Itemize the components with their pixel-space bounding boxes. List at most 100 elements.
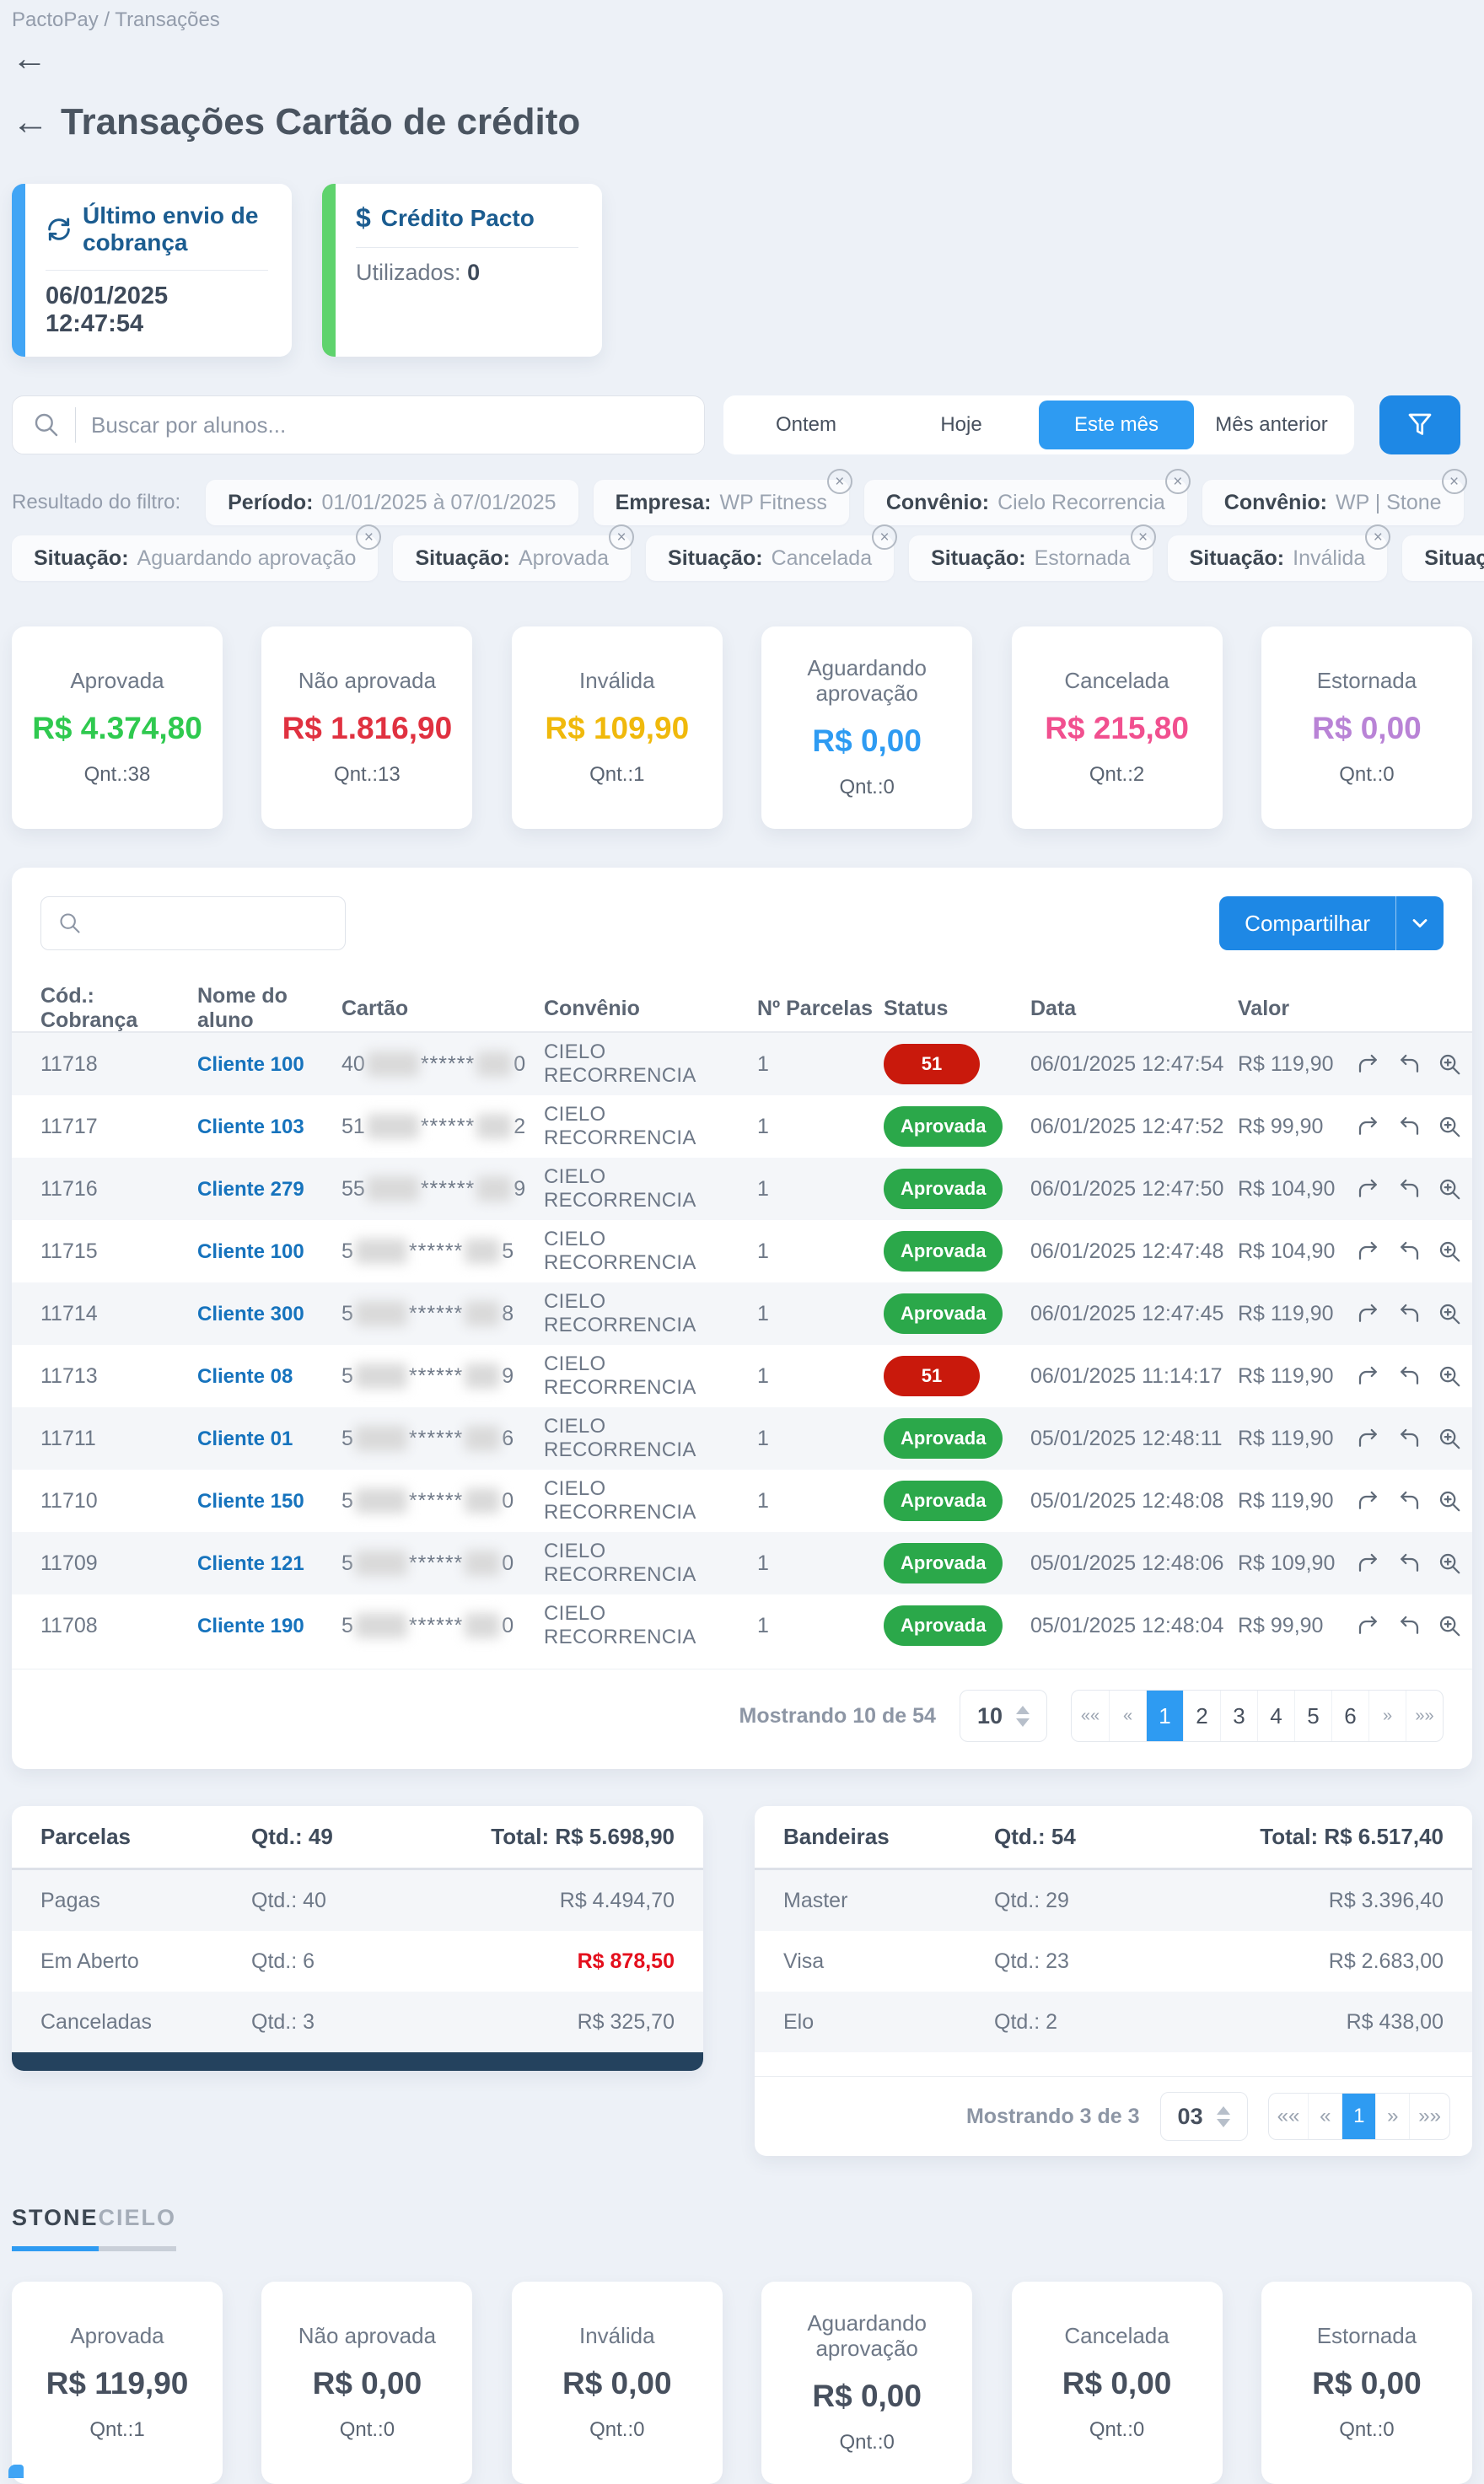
client-link[interactable]: Cliente 103 (197, 1115, 304, 1138)
reverse-icon[interactable] (1396, 1551, 1422, 1576)
page-button[interactable]: » (1375, 2094, 1409, 2139)
page-button[interactable]: »» (1409, 2094, 1449, 2139)
resend-icon[interactable] (1356, 1051, 1381, 1077)
client-link[interactable]: Cliente 121 (197, 1551, 304, 1575)
remove-chip-icon[interactable]: × (872, 524, 898, 550)
page-button[interactable]: 1 (1146, 1691, 1183, 1741)
status-amount: R$ 4.374,80 (32, 710, 202, 745)
card-prefix: 5 (341, 1551, 353, 1575)
page-size-selector[interactable]: 03 (1159, 2092, 1248, 2141)
remove-chip-icon[interactable]: × (826, 469, 852, 494)
zoom-in-icon[interactable] (1437, 1176, 1462, 1202)
zoom-in-icon[interactable] (1437, 1051, 1462, 1077)
zoom-in-icon[interactable] (1437, 1363, 1462, 1389)
title-back-arrow-icon[interactable]: ← (12, 101, 49, 142)
zoom-in-icon[interactable] (1437, 1114, 1462, 1139)
resend-icon[interactable] (1356, 1176, 1381, 1202)
reverse-icon[interactable] (1396, 1363, 1422, 1389)
breadcrumb: PactoPay / Transações (12, 8, 220, 31)
table-row: 11709 Cliente 121 5 ****** 0 CIELO RECOR… (12, 1532, 1472, 1594)
date-filter-option[interactable]: Hoje (884, 401, 1039, 449)
provider-tabs: STONE CIELO (12, 2205, 1472, 2251)
zoom-in-icon[interactable] (1437, 1488, 1462, 1514)
resend-icon[interactable] (1356, 1301, 1381, 1326)
resend-icon[interactable] (1356, 1613, 1381, 1638)
date-filter-option[interactable]: Mês anterior (1194, 401, 1349, 449)
page-button[interactable]: 2 (1183, 1691, 1220, 1741)
resend-icon[interactable] (1356, 1551, 1381, 1576)
zoom-in-icon[interactable] (1437, 1551, 1462, 1576)
status-amount: R$ 215,80 (1045, 710, 1189, 745)
zoom-in-icon[interactable] (1437, 1301, 1462, 1326)
page-button[interactable]: » (1368, 1691, 1406, 1741)
remove-chip-icon[interactable]: × (1441, 469, 1467, 494)
status-label: Aprovada (70, 2323, 164, 2349)
remove-chip-icon[interactable]: × (356, 524, 382, 550)
remove-chip-icon[interactable]: × (1164, 469, 1191, 494)
client-link[interactable]: Cliente 190 (197, 1614, 304, 1637)
status-label: Inválida (578, 2323, 655, 2349)
client-link[interactable]: Cliente 100 (197, 1052, 304, 1076)
client-link[interactable]: Cliente 150 (197, 1489, 304, 1513)
status-badge: 51 (884, 1356, 980, 1396)
card-suffix: 6 (502, 1426, 514, 1450)
status-count: Qnt.:0 (589, 2417, 645, 2441)
date-filter-option[interactable]: Ontem (729, 401, 884, 449)
remove-chip-icon[interactable]: × (609, 524, 635, 550)
transaction-date: 05/01/2025 12:48:06 (1030, 1551, 1224, 1575)
charge-code: 11715 (40, 1239, 98, 1263)
zoom-in-icon[interactable] (1437, 1426, 1462, 1451)
reverse-icon[interactable] (1396, 1613, 1422, 1638)
page-button[interactable]: «« (1277, 2105, 1300, 2127)
remove-chip-icon[interactable]: × (1365, 524, 1391, 550)
date-filter-label: Mês anterior (1215, 413, 1328, 436)
student-search-input[interactable] (91, 411, 684, 438)
table-row: 11718 Cliente 100 40 ****** 0 CIELO RECO… (12, 1033, 1472, 1095)
reverse-icon[interactable] (1396, 1176, 1422, 1202)
date-filter-option[interactable]: Este mês (1039, 401, 1194, 449)
page-button[interactable]: »» (1406, 1691, 1443, 1741)
provider-tab[interactable]: STONE (12, 2205, 99, 2251)
credits-used-label: Utilizados: (356, 260, 461, 285)
client-link[interactable]: Cliente 279 (197, 1177, 304, 1201)
reverse-icon[interactable] (1396, 1301, 1422, 1326)
client-link[interactable]: Cliente 01 (197, 1427, 293, 1450)
resend-icon[interactable] (1356, 1114, 1381, 1139)
reverse-icon[interactable] (1396, 1488, 1422, 1514)
page-button[interactable]: 3 (1220, 1691, 1257, 1741)
reverse-icon[interactable] (1396, 1114, 1422, 1139)
resend-icon[interactable] (1356, 1239, 1381, 1264)
stepper-arrows-icon[interactable] (1016, 1705, 1030, 1727)
page-button[interactable]: «« (1080, 1706, 1100, 1725)
reverse-icon[interactable] (1396, 1051, 1422, 1077)
client-link[interactable]: Cliente 300 (197, 1302, 304, 1325)
page-button[interactable]: 5 (1294, 1691, 1331, 1741)
installments: 1 (757, 1051, 769, 1076)
resend-icon[interactable] (1356, 1426, 1381, 1451)
chevron-down-icon[interactable] (1395, 896, 1444, 950)
zoom-in-icon[interactable] (1437, 1613, 1462, 1638)
table-search-input[interactable] (94, 911, 365, 936)
page-button[interactable]: 6 (1331, 1691, 1368, 1741)
back-arrow-icon[interactable]: ← (12, 38, 47, 78)
resend-icon[interactable] (1356, 1363, 1381, 1389)
page-size-selector[interactable]: 10 (959, 1690, 1047, 1742)
share-button[interactable]: Compartilhar (1219, 896, 1444, 950)
filter-button[interactable] (1379, 395, 1460, 454)
student-search[interactable] (12, 395, 705, 454)
client-link[interactable]: Cliente 100 (197, 1239, 304, 1263)
page-button[interactable]: « (1308, 2094, 1342, 2139)
card-suffix: 0 (502, 1551, 514, 1575)
resend-icon[interactable] (1356, 1488, 1381, 1514)
provider-tab[interactable]: CIELO (98, 2205, 177, 2251)
remove-chip-icon[interactable]: × (1130, 524, 1156, 550)
zoom-in-icon[interactable] (1437, 1239, 1462, 1264)
page-button[interactable]: 4 (1257, 1691, 1294, 1741)
page-button[interactable]: 1 (1342, 2094, 1376, 2139)
reverse-icon[interactable] (1396, 1239, 1422, 1264)
client-link[interactable]: Cliente 08 (197, 1364, 293, 1388)
reverse-icon[interactable] (1396, 1426, 1422, 1451)
stepper-arrows-icon[interactable] (1216, 2105, 1230, 2127)
page-button[interactable]: « (1109, 1691, 1146, 1741)
table-search[interactable] (40, 896, 365, 950)
